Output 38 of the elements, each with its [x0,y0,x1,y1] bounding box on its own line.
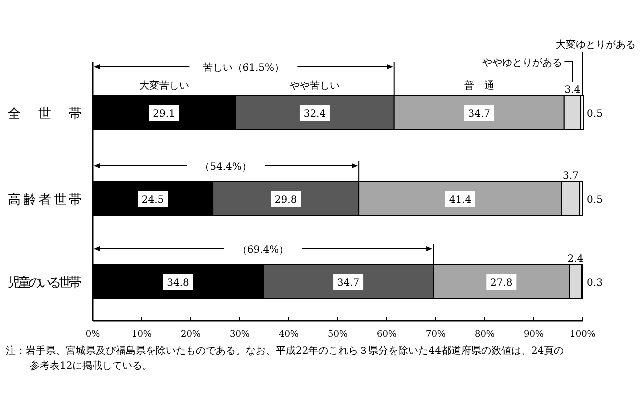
x-tick-label: 20% [180,330,202,340]
text: 大変ゆとりがある [556,39,636,51]
y-tick-label: 全 世 帯 [8,107,82,122]
data-label: 3.4 [564,85,581,96]
x-tick-label: 60% [376,330,398,340]
data-label: 0.3 [587,278,603,289]
data-label: 29.1 [153,109,176,120]
data-label: 41.4 [449,195,472,206]
data-label: 34.7 [468,109,490,120]
series-label: 大変苦しい [139,80,190,92]
x-tick-label: 30% [230,330,250,340]
data-label: 32.4 [304,109,326,120]
x-tick-label: 10% [132,330,152,340]
x-tick-label: 70% [426,330,446,340]
annotation: （69.4%） [237,245,290,256]
x-tick-label: 90% [524,330,544,340]
data-label: 24.5 [142,195,164,206]
data-label: 34.7 [337,278,360,289]
x-tick-label: 100% [570,330,596,340]
y-tick-label: 高齢者世帯 [8,192,82,208]
annotation: （54.4%） [200,162,252,173]
x-tick-label: 80% [474,330,496,340]
data-label: 0.5 [587,195,603,206]
data-label: 27.8 [490,278,513,289]
data-label: 2.4 [568,254,584,265]
series-label: 普 通 [464,80,494,92]
text: 注：岩手県、宮城県及び福島県を除いたものである。なお、平成22年のこれら３県分を除いた44都道府県の数値は、24頁の参考表12に掲載している。 [6,344,566,374]
data-label: 3.7 [563,171,579,182]
data-label: 0.5 [587,109,603,120]
y-tick-label: 児童のいる世帯 [8,275,82,291]
x-tick-label: 40% [278,330,300,340]
text: ややゆとりがある [482,58,563,69]
x-tick-label: 50% [328,330,348,340]
data-label: 29.8 [274,195,298,206]
data-label: 34.8 [167,278,190,289]
annotation: 苦しい（61.5%） [202,62,285,74]
series-label: やや苦しい [290,80,340,92]
x-tick-label: 0% [86,330,101,340]
